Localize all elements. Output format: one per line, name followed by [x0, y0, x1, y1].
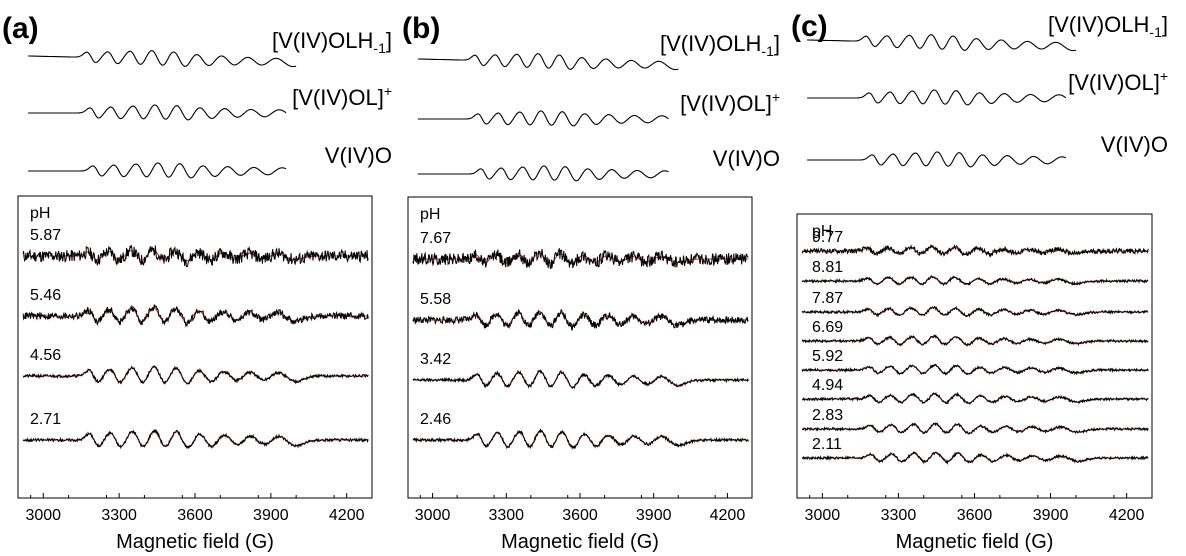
ph-value-label: 7.87 — [812, 290, 843, 307]
ph-header: pH — [812, 223, 832, 240]
reference-spectrum-label: V(IV)O — [1101, 132, 1168, 157]
ph-value-label: 4.94 — [812, 377, 843, 394]
experimental-spectrum-line — [412, 308, 749, 331]
x-tick-label: 3600 — [562, 507, 598, 524]
x-axis-title: Magnetic field (G) — [501, 531, 659, 553]
reference-spectrum-line — [417, 53, 679, 71]
reference-spectrum-label: [V(IV)OLH-1] — [660, 31, 780, 59]
reference-spectrum-label: [V(IV)OLH-1] — [1048, 12, 1168, 40]
experimental-spectrum-line — [22, 365, 369, 385]
reference-spectrum-line — [28, 104, 287, 121]
reference-spectrum-line — [417, 110, 669, 127]
panel-label: (a) — [2, 12, 39, 45]
simulated-spectrum-line — [412, 370, 749, 388]
reference-spectrum-label: [V(IV)OL]+ — [292, 83, 392, 110]
experimental-spectrum-line — [412, 369, 749, 390]
reference-spectrum-line — [807, 151, 1067, 168]
reference-spectrum-label: [V(IV)OL]+ — [1068, 68, 1168, 95]
x-tick-label: 3900 — [1033, 507, 1069, 524]
x-tick-label: 3300 — [101, 507, 137, 524]
x-tick-label: 3000 — [415, 507, 451, 524]
x-axis-title: Magnetic field (G) — [896, 531, 1054, 553]
x-tick-label: 4200 — [1109, 507, 1145, 524]
ph-value-label: 5.92 — [812, 348, 843, 365]
experimental-spectrum-line — [801, 275, 1149, 287]
x-tick-label: 3600 — [957, 507, 993, 524]
x-tick-label: 3300 — [881, 507, 917, 524]
reference-spectrum-label: [V(IV)OLH-1] — [272, 28, 392, 56]
reference-spectrum-line — [417, 165, 669, 182]
experimental-spectrum-line — [801, 243, 1149, 258]
experimental-spectrum-line — [801, 451, 1149, 465]
reference-spectrum-label: [V(IV)OL]+ — [680, 89, 780, 116]
ph-value-label: 5.58 — [420, 291, 451, 308]
x-tick-label: 4200 — [329, 507, 365, 524]
reference-spectrum-label: V(IV)O — [325, 143, 392, 168]
experimental-spectrum-line — [801, 305, 1149, 318]
experimental-spectrum-line — [801, 422, 1149, 435]
plot-frame — [407, 196, 753, 499]
ph-value-label: 5.46 — [30, 287, 61, 304]
ph-value-label: 4.56 — [30, 347, 61, 364]
ph-header: pH — [30, 205, 50, 222]
chart-panel-1: (a) [V(IV)OLH-1] [V(IV)OL]+ V(IV)O pH 5.87 5.4… — [2, 12, 392, 553]
panel-label: (c) — [791, 10, 828, 43]
x-tick-label: 3900 — [253, 507, 289, 524]
reference-spectrum-line — [807, 89, 1067, 106]
ph-value-label: 2.46 — [420, 411, 451, 428]
reference-spectrum-line — [807, 34, 1076, 52]
reference-spectrum-line — [28, 50, 297, 68]
ph-value-label: 8.81 — [812, 259, 843, 276]
x-tick-label: 3300 — [488, 507, 524, 524]
x-tick-label: 3000 — [25, 507, 61, 524]
x-tick-label: 3600 — [177, 507, 213, 524]
experimental-spectrum-line — [22, 428, 369, 450]
chart-panel-2: (b) [V(IV)OLH-1] [V(IV)OL]+ V(IV)O pH 7.67 5.5… — [402, 12, 780, 553]
experimental-spectrum-line — [801, 391, 1149, 406]
panel-label: (b) — [402, 12, 440, 45]
ph-value-label: 7.67 — [420, 230, 451, 247]
ph-value-label: 2.83 — [812, 407, 843, 424]
simulated-spectrum-line — [412, 430, 749, 449]
experimental-spectrum-line — [22, 304, 369, 328]
x-axis-title: Magnetic field (G) — [116, 531, 274, 553]
ph-header: pH — [420, 206, 440, 223]
experimental-spectrum-line — [801, 363, 1149, 376]
ph-value-label: 6.69 — [812, 319, 843, 336]
x-tick-label: 3900 — [636, 507, 672, 524]
ph-value-label: 3.42 — [420, 351, 451, 368]
ph-value-label: 5.87 — [30, 227, 61, 244]
chart-panel-3: (c) [V(IV)OLH-1] [V(IV)OL]+ V(IV)O pH9.77 8.8… — [791, 10, 1168, 553]
experimental-spectrum-line — [801, 334, 1149, 347]
ph-value-label: 2.11 — [812, 436, 842, 453]
x-tick-label: 4200 — [710, 507, 746, 524]
reference-spectrum-label: V(IV)O — [713, 146, 780, 171]
x-tick-label: 3000 — [805, 507, 841, 524]
experimental-spectrum-line — [412, 248, 749, 270]
plot-frame — [796, 213, 1153, 499]
ph-value-label: 2.71 — [30, 411, 61, 428]
plot-frame — [17, 195, 373, 499]
ph-value-label: 9.77 — [812, 229, 843, 246]
experimental-spectrum-line — [22, 244, 369, 268]
reference-spectrum-line — [28, 162, 287, 179]
experimental-spectrum-line — [412, 429, 749, 450]
